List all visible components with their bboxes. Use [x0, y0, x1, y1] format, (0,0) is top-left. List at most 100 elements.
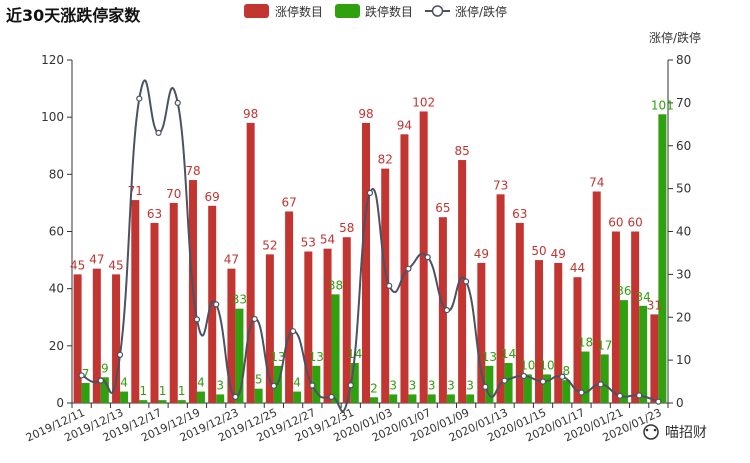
y-left-tick-label: 60	[49, 225, 64, 239]
bar-limit-up	[573, 277, 582, 403]
point-ratio	[424, 254, 431, 261]
bar-limit-down	[235, 308, 244, 403]
legend: 涨停数目 跌停数目 涨停/跌停	[244, 4, 507, 19]
point-ratio	[251, 315, 258, 323]
bar-limit-up	[169, 202, 178, 403]
watermark: 喵招财	[643, 424, 707, 441]
data-label-limit-up: 60	[608, 216, 623, 230]
wechat-icon-eye-right	[653, 428, 657, 432]
legend-label-limit-up: 涨停数目	[275, 4, 323, 19]
bar-limit-up	[438, 217, 447, 403]
data-label-limit-down: 5	[255, 373, 263, 387]
data-label-limit-down: 18	[578, 336, 593, 350]
y-right-tick-label: 20	[676, 310, 691, 324]
data-label-limit-down: 4	[197, 376, 205, 390]
point-ratio	[97, 377, 104, 384]
data-label-limit-up: 63	[512, 207, 527, 221]
legend-item-ratio[interactable]: 涨停/跌停	[425, 4, 507, 19]
bar-limit-up	[477, 262, 486, 403]
point-ratio	[174, 99, 181, 106]
data-label-limit-up: 98	[358, 107, 373, 121]
data-label-limit-down: 101	[651, 98, 674, 112]
bar-limit-up	[496, 194, 505, 403]
point-ratio	[309, 382, 316, 389]
data-label-limit-up: 63	[147, 207, 162, 221]
point-ratio	[116, 351, 124, 358]
y-left-tick-label: 100	[41, 110, 64, 124]
bar-limit-down	[81, 382, 90, 403]
point-ratio	[386, 282, 393, 289]
data-label-limit-down: 9	[101, 361, 109, 375]
bar-limit-down	[619, 300, 628, 403]
data-label-limit-down: 1	[178, 384, 186, 398]
bar-limit-up	[112, 274, 121, 403]
bar-limit-down	[466, 394, 475, 403]
bar-limit-down	[639, 305, 648, 403]
y-right-tick-label: 80	[676, 53, 691, 67]
bar-limit-up	[650, 314, 659, 403]
data-label-limit-down: 4	[293, 376, 301, 390]
data-label-limit-down: 3	[389, 378, 397, 392]
bar-limit-down	[177, 400, 186, 403]
data-label-limit-up: 98	[243, 107, 258, 121]
bar-limit-down	[350, 362, 359, 403]
data-label-limit-down: 13	[309, 350, 324, 364]
point-ratio	[270, 382, 277, 389]
y-right-tick-label: 0	[676, 396, 684, 410]
data-label-limit-down: 4	[120, 376, 128, 390]
watermark-text: 喵招财	[665, 425, 707, 441]
bar-limit-down	[658, 114, 667, 403]
point-ratio	[289, 328, 297, 335]
legend-item-limit-down[interactable]: 跌停数目	[335, 4, 413, 19]
bar-limit-up	[342, 237, 351, 403]
data-label-limit-down: 3	[409, 378, 417, 392]
bar-limit-up	[535, 260, 544, 403]
bar-limit-up	[73, 274, 82, 403]
data-label-limit-up: 53	[301, 236, 316, 250]
data-label-limit-up: 71	[128, 184, 143, 198]
legend-swatch-limit-down	[335, 4, 360, 18]
legend-item-limit-up[interactable]: 涨停数目	[244, 4, 323, 19]
bar-limit-up	[381, 168, 390, 403]
y-right-tick-label: 60	[676, 139, 691, 153]
data-label-limit-up: 52	[262, 238, 277, 252]
chart-title: 近30天涨跌停家数	[6, 6, 141, 25]
point-ratio	[232, 393, 239, 401]
legend-label-limit-down: 跌停数目	[365, 4, 413, 19]
point-ratio	[463, 278, 470, 285]
data-label-limit-down: 8	[562, 364, 570, 378]
point-ratio	[193, 316, 201, 323]
bar-limit-down	[446, 394, 455, 403]
bar-limit-down	[427, 394, 436, 403]
bar-limit-down	[581, 351, 590, 403]
data-label-limit-up: 74	[589, 175, 604, 189]
bar-limit-down	[370, 397, 378, 403]
data-label-limit-up: 70	[166, 187, 181, 201]
data-label-limit-up: 69	[205, 190, 220, 204]
point-ratio	[636, 392, 643, 399]
data-label-limit-down: 1	[139, 384, 147, 398]
point-ratio	[443, 306, 451, 314]
bar-limit-down	[543, 374, 552, 403]
data-label-limit-down: 2	[370, 381, 378, 395]
data-label-limit-up: 102	[412, 95, 435, 109]
data-label-limit-down: 10	[520, 358, 535, 372]
data-label-limit-up: 45	[108, 258, 123, 272]
y-right-tick-label: 50	[676, 182, 691, 196]
bar-limit-down	[100, 377, 109, 403]
bar-limit-up	[419, 111, 428, 403]
bar-limit-up	[265, 254, 274, 403]
point-ratio	[347, 382, 354, 389]
point-ratio	[213, 301, 220, 308]
wechat-icon-eye-left	[645, 428, 649, 432]
bar-limit-up	[362, 122, 370, 403]
point-ratio	[78, 372, 85, 379]
point-ratio	[578, 389, 585, 396]
data-label-limit-down: 17	[597, 338, 612, 352]
legend-label-ratio: 涨停/跌停	[455, 4, 507, 19]
point-ratio	[482, 383, 489, 390]
data-label-limit-up: 31	[647, 298, 662, 312]
bar-limit-down	[523, 374, 532, 403]
data-label-limit-down: 13	[270, 350, 285, 364]
bar-limit-up	[458, 160, 467, 403]
